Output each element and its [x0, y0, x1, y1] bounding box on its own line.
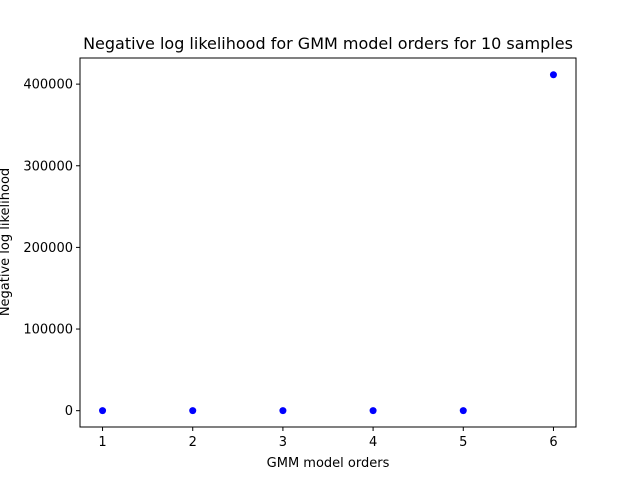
data-point: [189, 407, 197, 415]
data-point: [369, 407, 377, 415]
x-tick-label: 3: [279, 435, 287, 450]
x-tick-label: 6: [549, 435, 557, 450]
y-tick-label: 100000: [23, 323, 73, 338]
data-points: [99, 71, 557, 415]
chart-title: Negative log likelihood for GMM model or…: [83, 34, 573, 53]
y-tick-label: 200000: [23, 241, 73, 256]
y-tick-label: 0: [65, 404, 73, 419]
y-tick-label: 300000: [23, 159, 73, 174]
y-axis: 0 100000 200000 300000 400000: [23, 78, 80, 419]
y-tick-label: 400000: [23, 78, 73, 93]
x-tick-label: 5: [459, 435, 467, 450]
x-tick-label: 4: [369, 435, 377, 450]
x-axis-label: GMM model orders: [267, 456, 390, 471]
data-point: [99, 407, 107, 415]
x-tick-label: 2: [189, 435, 197, 450]
data-point: [459, 407, 467, 415]
x-tick-label: 1: [98, 435, 106, 450]
data-point: [549, 71, 557, 79]
y-axis-label: Negative log likelihood: [0, 168, 13, 316]
x-axis: 1 2 3 4 5 6: [98, 427, 558, 450]
plot-area: [79, 57, 577, 428]
data-point: [279, 407, 287, 415]
